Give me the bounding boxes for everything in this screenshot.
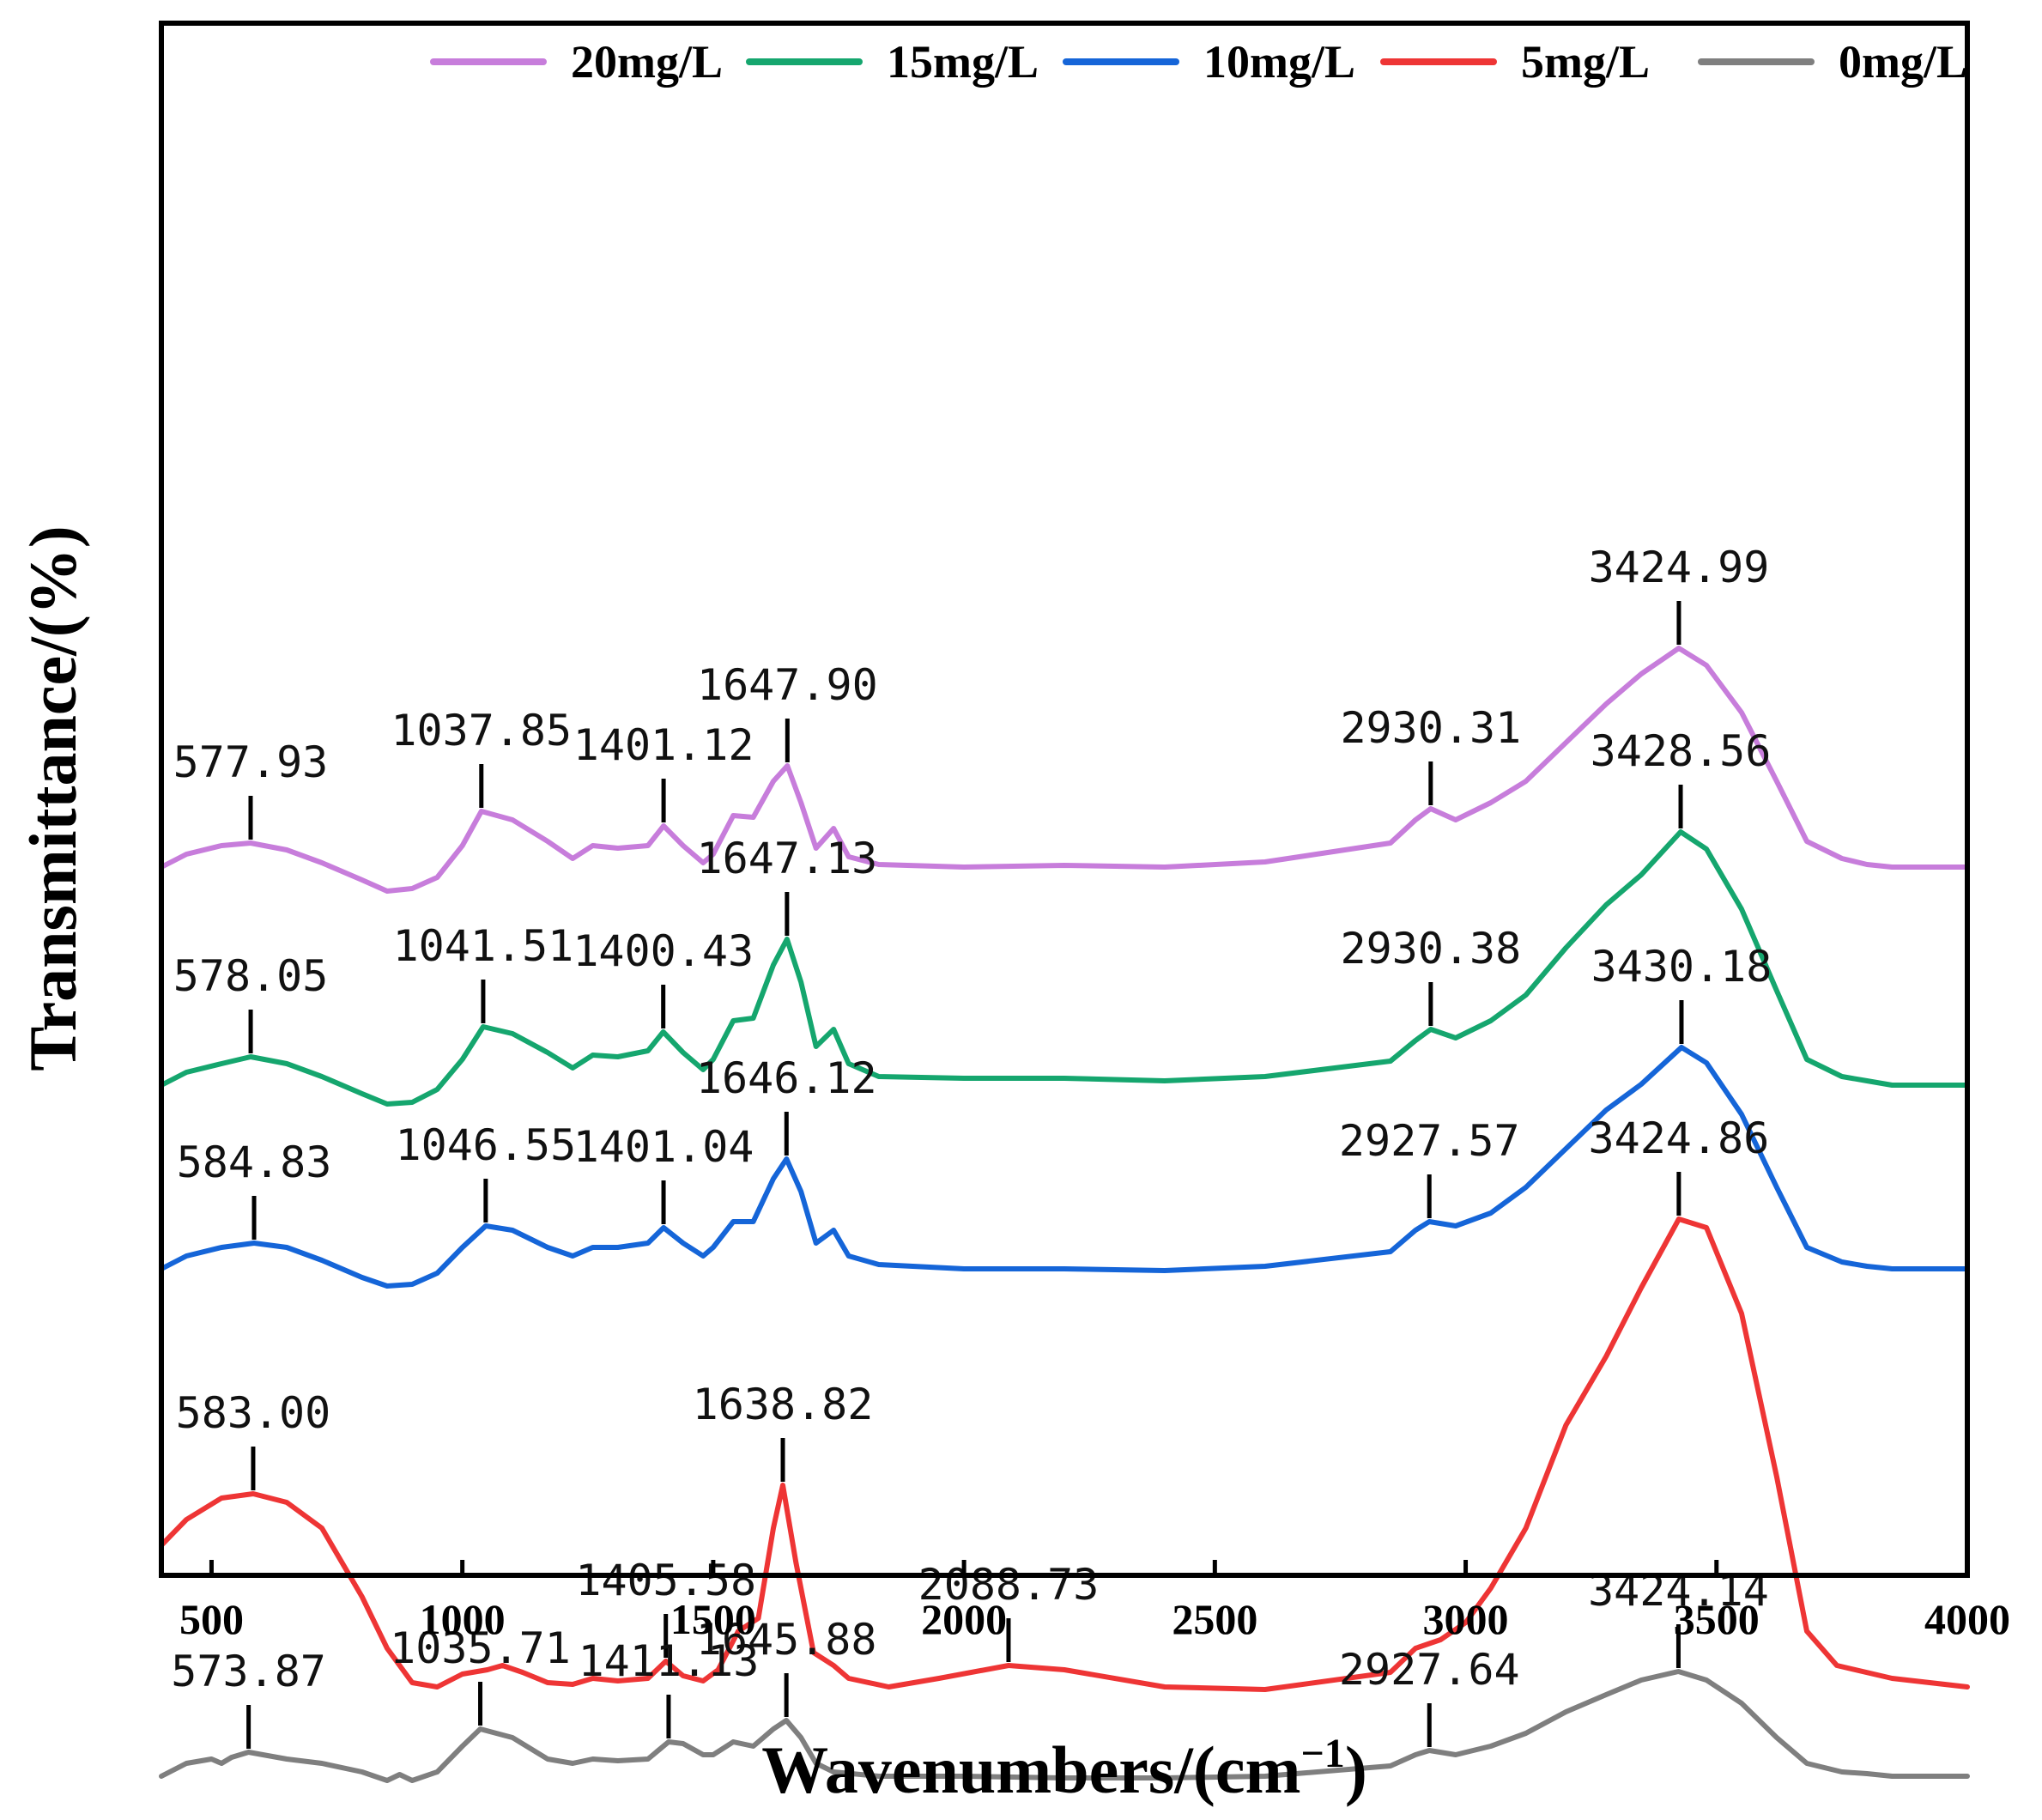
legend-label-1: 15mg/L <box>887 36 1039 88</box>
peak-label-15: 1646.12 <box>696 1053 877 1103</box>
peak-label-8: 1400.43 <box>573 926 754 976</box>
peak-label-16: 2927.57 <box>1339 1116 1520 1166</box>
x-axis-title: Wavenumbers/(cm−1) <box>761 1731 1367 1807</box>
peak-label-26: 1645.88 <box>696 1615 877 1665</box>
series-layer <box>159 646 1970 1783</box>
series-line-4 <box>159 1669 1970 1783</box>
legend-label-2: 10mg/L <box>1203 36 1355 88</box>
peak-label-23: 573.87 <box>171 1647 326 1696</box>
peak-label-1: 1037.85 <box>391 706 572 755</box>
x-tick-label-5: 3000 <box>1423 1595 1509 1643</box>
x-tick-label-3: 2000 <box>921 1595 1007 1643</box>
peak-label-3: 1647.90 <box>697 660 878 710</box>
x-tick-label-4: 2500 <box>1172 1595 1257 1643</box>
series-line-1 <box>159 829 1970 1107</box>
peak-label-27: 2927.64 <box>1339 1645 1520 1695</box>
peak-label-4: 2930.31 <box>1340 703 1521 753</box>
x-tick-label-0: 500 <box>179 1595 244 1643</box>
legend-label-0: 20mg/L <box>571 36 723 88</box>
x-tick-label-2: 1500 <box>670 1595 756 1643</box>
x-tick-label-6: 3500 <box>1674 1595 1760 1643</box>
legend-label-3: 5mg/L <box>1521 36 1650 88</box>
peak-label-20: 1638.82 <box>693 1380 874 1429</box>
peak-label-21: 2088.73 <box>918 1560 1100 1610</box>
peak-label-19: 1405.58 <box>575 1556 756 1605</box>
peak-label-13: 1046.55 <box>396 1120 577 1170</box>
peak-label-22: 3424.86 <box>1589 1113 1770 1163</box>
series-line-0 <box>159 646 1970 894</box>
peak-label-7: 1041.51 <box>393 921 574 971</box>
peak-label-18: 583.00 <box>176 1388 331 1438</box>
peak-label-0: 577.93 <box>173 737 329 787</box>
peak-label-6: 578.05 <box>173 951 329 1001</box>
peak-label-14: 1401.04 <box>573 1122 754 1172</box>
x-tick-label-1: 1000 <box>420 1595 506 1643</box>
legend-label-4: 0mg/L <box>1839 36 1967 88</box>
series-line-2 <box>159 1045 1970 1289</box>
plot-frame <box>159 21 1970 1578</box>
peak-label-9: 1647.13 <box>697 834 878 883</box>
legend: 20mg/L 15mg/L 10mg/L 5mg/L 0mg/L <box>430 36 1967 88</box>
y-axis-title: Transmittance/(%) <box>15 525 90 1071</box>
x-axis: 500 1000 1500 2000 2500 3000 3500 4000 <box>179 1560 2010 1643</box>
peak-label-5: 3424.99 <box>1589 543 1770 592</box>
x-tick-label-7: 4000 <box>1924 1595 2010 1643</box>
peak-label-12: 584.83 <box>177 1138 332 1187</box>
peak-label-2: 1401.12 <box>573 720 754 770</box>
peak-label-11: 3428.56 <box>1591 726 1772 776</box>
peak-label-17: 3430.18 <box>1591 942 1772 992</box>
peak-label-25: 1411.13 <box>579 1636 760 1686</box>
peak-label-10: 2930.38 <box>1341 924 1522 974</box>
peak-annotations: 577.93 1037.85 1401.12 1647.90 2930.31 3424.9… <box>171 543 1772 1749</box>
peak-label-24: 1035.71 <box>390 1623 571 1673</box>
series-line-3 <box>159 1216 1970 1692</box>
